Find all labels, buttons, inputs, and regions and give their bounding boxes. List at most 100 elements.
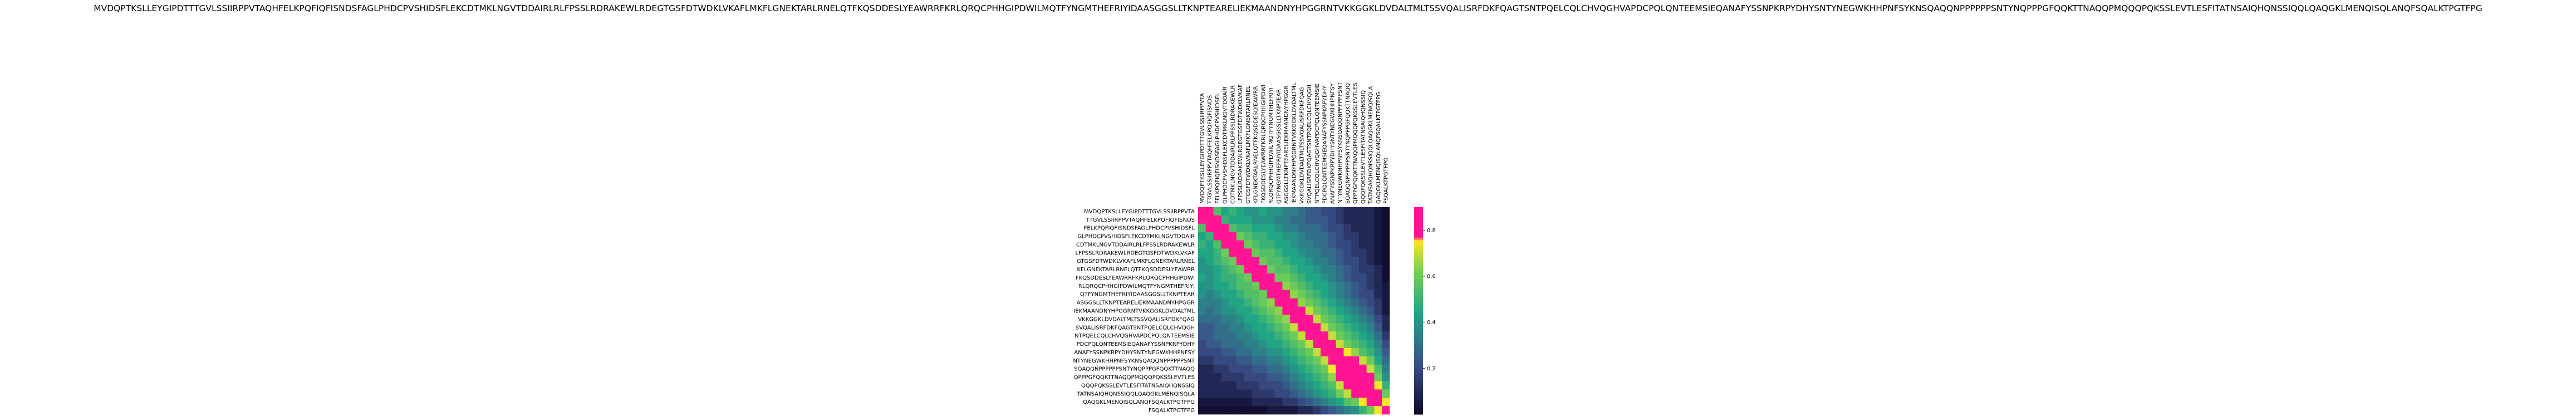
heatmap-cell <box>1198 364 1206 373</box>
heatmap-cell <box>1343 223 1352 232</box>
heatmap-cell <box>1297 281 1306 291</box>
heatmap-cell <box>1305 398 1313 407</box>
heatmap-cell <box>1229 223 1237 232</box>
heatmap-cell <box>1313 290 1321 298</box>
heatmap-cell <box>1382 373 1390 381</box>
heatmap-cell <box>1321 306 1329 315</box>
heatmap-cell <box>1221 331 1229 340</box>
column-tick-label: TTGVLSSIIRPPVTAQHFELKPQFIQFISNDS <box>1207 95 1213 204</box>
heatmap-cell <box>1313 248 1321 257</box>
heatmap-cell <box>1321 406 1329 415</box>
heatmap-cell <box>1358 240 1367 249</box>
heatmap-cell <box>1351 364 1360 373</box>
colorbar-segment <box>1414 222 1423 225</box>
heatmap-cell <box>1313 331 1321 340</box>
heatmap-cell <box>1366 406 1375 415</box>
heatmap-cell <box>1305 207 1313 216</box>
row-tick-label: IEKMAANDNYHPGGRNTVKKGGKLDVDALTML <box>1073 309 1195 315</box>
heatmap-cell <box>1236 389 1244 398</box>
heatmap-cell <box>1259 281 1268 291</box>
colorbar-segment <box>1414 385 1423 387</box>
heatmap-cell <box>1267 323 1275 332</box>
heatmap-cell <box>1290 265 1298 274</box>
heatmap-cell <box>1297 364 1306 373</box>
heatmap-cell <box>1205 406 1214 415</box>
heatmap-cell <box>1366 306 1375 315</box>
heatmap-cell <box>1205 240 1214 249</box>
heatmap-cell <box>1297 215 1306 224</box>
colorbar-segment <box>1414 368 1423 370</box>
heatmap-cell <box>1336 257 1344 266</box>
heatmap-cell <box>1282 215 1291 224</box>
heatmap-cell <box>1328 315 1336 324</box>
heatmap-cell <box>1374 240 1382 249</box>
heatmap-cell <box>1244 323 1252 332</box>
heatmap-cell <box>1221 265 1229 274</box>
heatmap-cell <box>1267 398 1275 407</box>
heatmap-cell <box>1282 340 1291 349</box>
heatmap-cell <box>1236 215 1244 224</box>
heatmap-cell <box>1305 290 1313 298</box>
heatmap-cell <box>1358 340 1367 349</box>
heatmap-cell <box>1244 232 1252 241</box>
heatmap-cell <box>1267 232 1275 241</box>
heatmap-cell <box>1305 340 1313 349</box>
heatmap-cell <box>1313 406 1321 415</box>
heatmap-cell <box>1229 240 1237 249</box>
heatmap-cell <box>1198 389 1206 398</box>
heatmap-cell <box>1297 306 1306 315</box>
heatmap-cell <box>1374 298 1382 307</box>
heatmap-cell <box>1221 323 1229 332</box>
heatmap-cell <box>1198 232 1206 241</box>
heatmap-cell <box>1328 248 1336 257</box>
heatmap-cell <box>1374 398 1382 407</box>
heatmap-cell <box>1321 215 1329 224</box>
heatmap-cell <box>1374 356 1382 365</box>
heatmap-cell <box>1244 356 1252 365</box>
heatmap-cell <box>1297 315 1306 324</box>
heatmap-cell <box>1213 248 1221 257</box>
row-tick-label: QPPPGFQQKTTNAQQPMQQQPQKSSLEVTLES <box>1074 375 1195 381</box>
heatmap-cell <box>1282 232 1291 241</box>
heatmap-cell <box>1221 298 1229 307</box>
colorbar-segment <box>1414 386 1423 389</box>
colorbar-segment <box>1414 405 1423 408</box>
heatmap-cell <box>1313 398 1321 407</box>
column-tick-label: FSQALKTPGTFPG <box>1383 158 1390 204</box>
colorbar-segment <box>1414 331 1423 334</box>
heatmap-cell <box>1321 340 1329 349</box>
heatmap-cell <box>1366 207 1375 216</box>
heatmap-cell <box>1221 398 1229 407</box>
heatmap-cell <box>1305 389 1313 398</box>
colorbar-segment <box>1414 404 1423 406</box>
heatmap-cell <box>1267 290 1275 298</box>
heatmap-cell <box>1305 298 1313 307</box>
heatmap-cell <box>1198 290 1206 298</box>
colorbar-segment <box>1414 388 1423 391</box>
heatmap-cell <box>1328 356 1336 365</box>
heatmap-cell <box>1366 281 1375 291</box>
heatmap-cell <box>1274 257 1283 266</box>
heatmap-cell <box>1305 232 1313 241</box>
heatmap-cell <box>1213 306 1221 315</box>
heatmap-cell <box>1343 398 1352 407</box>
heatmap-cell <box>1244 273 1252 282</box>
colorbar-segment <box>1414 274 1423 277</box>
heatmap-cell <box>1328 290 1336 298</box>
heatmap-cell <box>1343 265 1352 274</box>
heatmap-cell <box>1366 290 1375 298</box>
heatmap-cell <box>1290 290 1298 298</box>
heatmap-cell <box>1374 406 1382 415</box>
heatmap-cell <box>1336 364 1344 373</box>
heatmap-cell <box>1252 298 1260 307</box>
heatmap-cell <box>1221 290 1229 298</box>
colorbar-segment <box>1414 307 1423 310</box>
heatmap-cell <box>1313 281 1321 291</box>
heatmap-cell <box>1328 306 1336 315</box>
heatmap-cell <box>1382 248 1390 257</box>
heatmap-cell <box>1321 348 1329 357</box>
heatmap-cell <box>1290 298 1298 307</box>
heatmap-cell <box>1358 248 1367 257</box>
heatmap-cell <box>1236 298 1244 307</box>
colorbar-segment <box>1414 262 1423 265</box>
